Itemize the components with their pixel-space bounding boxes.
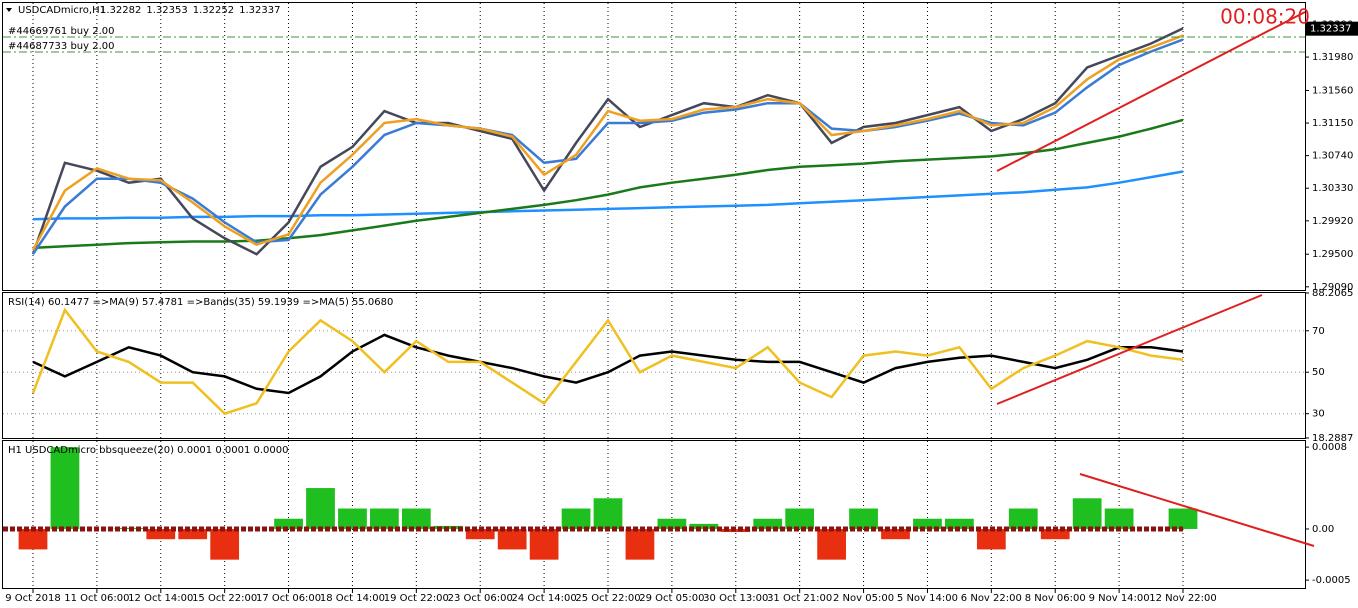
histogram-bar [881,528,910,540]
x-tick-label: 17 Oct 06:00 [256,593,321,604]
histogram-bar [146,528,176,540]
histogram-bar [785,508,815,529]
trendline [996,11,1306,172]
trendline [1079,473,1315,547]
x-tick-label: 18 Oct 14:00 [320,593,385,604]
histogram-bar [401,508,431,529]
histogram-bar [913,518,942,529]
price-box [1306,21,1358,36]
squeeze-title: H1 USDCADmicro bbsqueeze(20) 0.0001 0.00… [8,445,289,456]
order-label: #44687733 buy 2.00 [8,41,115,52]
histogram-bar [114,527,144,529]
ohlc-values: 1.32282 1.32353 1.32252 1.32337 [100,5,280,16]
x-tick-label: 30 Oct 13:00 [703,593,768,604]
histogram-bar [753,518,783,529]
y-tick-label: 0.00 [1312,524,1334,535]
price-label: 1.32337 [1310,24,1351,35]
histogram-bar [274,518,303,529]
y-tick-label: -0.0005 [1312,575,1351,586]
histogram-bar [370,508,399,529]
x-tick-label: 12 Nov 22:00 [1149,593,1216,604]
histogram-bar [625,528,655,560]
histogram-bar [529,528,559,560]
x-tick-label: 23 Oct 06:00 [448,593,513,604]
y-tick-label: 30 [1312,409,1325,420]
y-tick-label: 18.2887 [1312,433,1353,444]
ohlc-value: 1.32353 [146,5,187,16]
histogram-bar [561,508,591,529]
series-line [31,307,1184,416]
x-tick-label: 11 Oct 06:00 [64,593,129,604]
x-tick-label: 6 Nov 22:00 [961,593,1022,604]
y-tick-label: 0.0008 [1312,442,1347,453]
histogram-bar [18,528,48,550]
menu-arrow[interactable] [6,8,12,12]
y-tick-label: 1.29090 [1312,282,1353,293]
histogram-bar [1040,528,1070,540]
x-tick-label: 19 Oct 22:00 [384,593,449,604]
y-tick-label: 1.31150 [1312,118,1353,129]
y-tick-label: 1.30330 [1312,183,1353,194]
order-label: #44669761 buy 2.00 [8,26,115,37]
series-line [32,118,1184,250]
y-tick-label: 1.30740 [1312,151,1353,162]
histogram-bar [945,518,974,529]
symbol-label: USDCADmicro,H1 [18,5,106,16]
y-tick-label: 1.31560 [1312,85,1353,96]
x-tick-label: 8 Nov 06:00 [1025,593,1086,604]
histogram-bar [210,528,240,560]
histogram-bar [338,508,367,529]
histogram-bar [1104,508,1134,529]
main-panel [2,2,1306,291]
y-tick-label: 70 [1312,326,1325,337]
y-tick-label: 50 [1312,367,1325,378]
histogram-bar [178,528,208,540]
x-tick-label: 25 Oct 22:00 [575,593,640,604]
x-tick-label: 15 Oct 22:00 [192,593,257,604]
y-tick-label: 1.31980 [1312,52,1353,63]
histogram-bar [976,528,1006,550]
histogram-bar [1168,508,1198,529]
series-line [32,170,1184,221]
y-tick-label: 1.29500 [1312,249,1353,260]
y-tick-label: 88.2065 [1312,288,1353,299]
series-line [32,333,1184,395]
ohlc-value: 1.32337 [239,5,280,16]
x-tick-label: 24 Oct 14:00 [512,593,577,604]
series-line [31,34,1184,251]
histogram-bar [497,528,527,550]
x-tick-label: 9 Oct 2018 [5,593,60,604]
series-line [31,38,1184,255]
histogram-bar [465,528,495,540]
histogram-bar [1072,498,1102,529]
trendline [996,294,1263,405]
series-line [31,27,1184,256]
histogram-bar [657,518,687,529]
histogram-bar [50,447,80,529]
rsi-title: RSI(14) 60.1477 =>MA(9) 57.4781 =>Bands(… [8,297,393,308]
y-tick-label: 1.29920 [1312,216,1353,227]
histogram-bar [849,508,878,529]
ohlc-value: 1.32282 [100,5,141,16]
x-tick-label: 5 Nov 14:00 [897,593,958,604]
x-tick-label: 31 Oct 21:00 [767,593,832,604]
x-tick-label: 12 Oct 14:00 [128,593,193,604]
histogram-bar [1008,508,1038,529]
x-tick-label: 29 Oct 05:00 [639,593,704,604]
histogram-bar [593,498,623,529]
histogram-bar [306,488,335,529]
histogram-bar [817,528,846,560]
ohlc-value: 1.32252 [193,5,234,16]
timer: 00:08:20 [1220,5,1310,29]
x-tick-label: 9 Nov 14:00 [1089,593,1150,604]
x-tick-label: 2 Nov 05:00 [833,593,894,604]
histogram-bar [689,523,719,529]
